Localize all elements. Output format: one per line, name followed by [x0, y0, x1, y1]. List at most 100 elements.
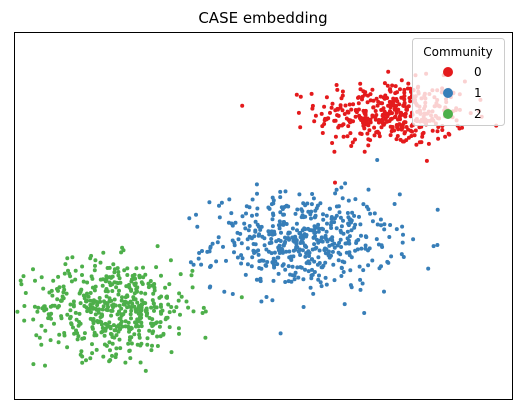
data-point: [362, 92, 367, 97]
data-point: [414, 142, 419, 147]
data-point: [247, 205, 252, 210]
data-point: [345, 229, 350, 234]
data-point: [396, 127, 401, 132]
data-point: [400, 139, 405, 144]
data-point: [118, 316, 123, 321]
data-point: [317, 273, 321, 278]
data-point: [68, 314, 73, 319]
data-point: [149, 348, 154, 353]
data-point: [258, 277, 262, 282]
data-point: [372, 211, 377, 216]
data-point: [80, 354, 85, 359]
data-point: [76, 334, 81, 339]
data-point: [168, 258, 173, 263]
data-point: [229, 211, 234, 216]
data-point: [94, 299, 99, 304]
data-point: [208, 245, 213, 250]
data-point: [391, 99, 395, 104]
data-point: [108, 326, 113, 331]
data-point: [286, 279, 291, 284]
data-point: [293, 211, 298, 216]
data-point: [200, 249, 204, 253]
data-point: [339, 274, 344, 278]
data-point: [203, 309, 208, 314]
data-point: [150, 331, 155, 336]
data-point: [334, 83, 339, 87]
data-point: [232, 243, 237, 248]
data-point: [337, 240, 342, 245]
data-point: [308, 285, 313, 290]
data-point: [165, 294, 169, 299]
data-point: [326, 253, 331, 258]
data-point: [371, 105, 376, 110]
data-point: [401, 104, 406, 108]
data-point: [339, 224, 344, 229]
data-point: [345, 211, 350, 215]
data-point: [103, 289, 108, 294]
data-point: [385, 83, 390, 88]
data-point: [31, 362, 36, 367]
data-point: [82, 331, 87, 336]
data-point: [282, 204, 287, 209]
data-point: [349, 107, 354, 112]
data-point: [372, 125, 377, 130]
data-point: [94, 347, 99, 352]
legend-label-0: 0: [474, 65, 482, 79]
data-point: [347, 102, 352, 107]
data-point: [116, 292, 121, 297]
data-point: [21, 274, 26, 279]
data-point: [331, 262, 336, 267]
data-point: [194, 212, 198, 217]
data-point: [341, 218, 345, 223]
data-point: [420, 131, 425, 136]
data-point: [328, 110, 332, 115]
data-point: [411, 237, 416, 242]
data-point: [387, 88, 392, 93]
series-2-points: [15, 244, 244, 373]
data-point: [65, 312, 70, 317]
data-point: [401, 255, 406, 259]
data-point: [296, 275, 301, 280]
data-point: [31, 317, 36, 322]
data-point: [316, 222, 321, 227]
data-point: [149, 305, 154, 310]
data-point: [395, 134, 400, 138]
data-point: [322, 104, 327, 109]
data-point: [374, 237, 379, 242]
data-point: [239, 295, 244, 300]
legend-marker-1: [443, 88, 453, 98]
data-point: [275, 262, 280, 267]
data-point: [342, 112, 347, 116]
data-point: [155, 244, 160, 249]
data-point: [312, 270, 317, 274]
data-point: [356, 101, 361, 106]
data-point: [363, 243, 368, 248]
data-point: [318, 201, 323, 206]
data-point: [310, 247, 315, 252]
data-point: [279, 205, 284, 210]
data-point: [338, 215, 343, 220]
data-point: [377, 134, 382, 139]
data-point: [120, 295, 124, 300]
data-point: [347, 234, 352, 239]
data-point: [276, 223, 281, 228]
data-point: [270, 232, 275, 237]
data-point: [245, 262, 250, 267]
data-point: [283, 235, 287, 240]
data-point: [146, 281, 151, 286]
data-point: [306, 209, 311, 214]
data-point: [132, 272, 137, 277]
data-point: [361, 202, 366, 207]
data-point: [277, 219, 282, 224]
data-point: [238, 231, 243, 236]
data-point: [353, 248, 358, 253]
data-point: [390, 125, 395, 129]
data-point: [430, 128, 435, 133]
data-point: [217, 203, 221, 208]
data-point: [133, 276, 138, 281]
data-point: [176, 326, 181, 331]
data-point: [78, 301, 83, 306]
data-point: [373, 109, 378, 113]
data-point: [272, 250, 277, 255]
data-point: [298, 253, 303, 257]
